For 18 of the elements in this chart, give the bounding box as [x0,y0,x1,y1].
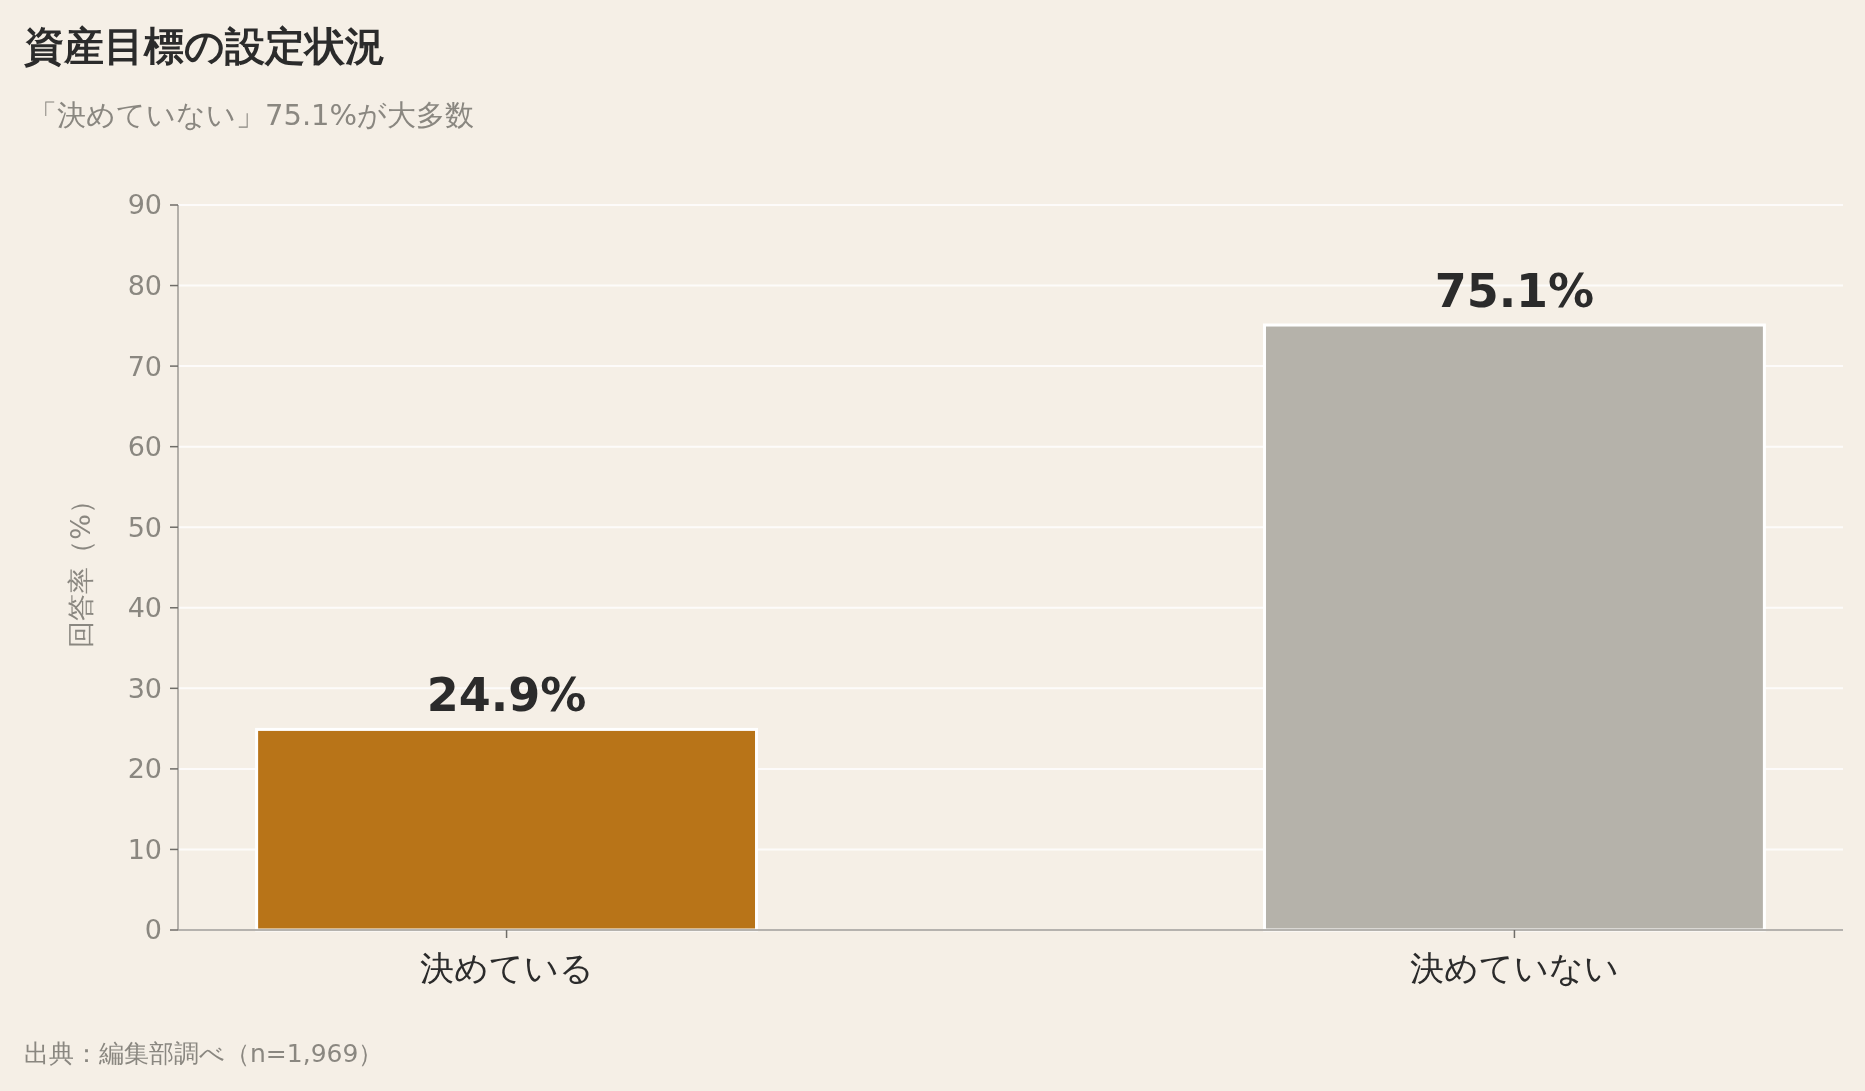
chart-title: 資産目標の設定状況 [24,23,385,69]
y-tick-label: 90 [127,189,162,221]
y-tick-label: 30 [127,672,162,704]
y-tick-label: 80 [127,270,162,302]
chart-subtitle: 「決めていない」75.1%が大多数 [28,98,475,132]
y-tick-label: 20 [127,753,162,785]
source-note: 出典：編集部調べ（n=1,969） [24,1039,384,1068]
data-label: 24.9% [426,668,587,723]
y-tick-label: 60 [127,431,162,463]
y-tick-label: 0 [144,914,162,946]
data-label: 75.1% [1434,264,1595,319]
x-tick-label: 決めていない [1409,948,1619,988]
y-tick-label: 40 [127,592,162,624]
y-axis-title: 回答率（%） [65,487,96,648]
x-tick-label: 決めている [419,948,594,988]
y-tick-label: 70 [127,350,162,382]
y-tick-label: 10 [127,833,162,865]
y-tick-label: 50 [127,511,162,543]
